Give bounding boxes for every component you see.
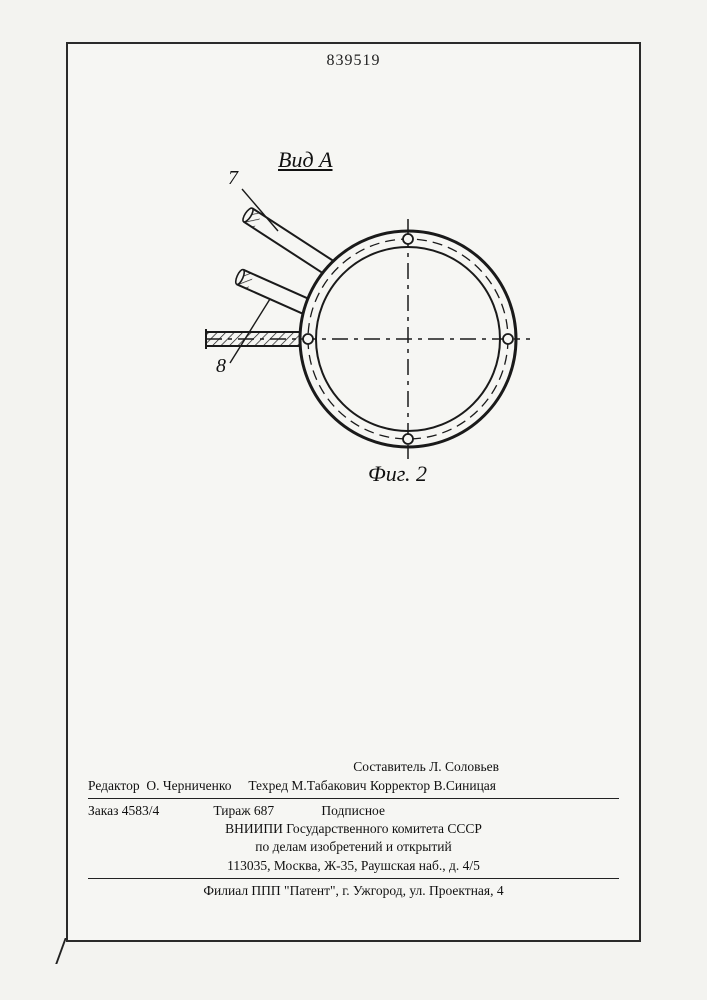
bolt-left xyxy=(303,334,313,344)
bar-left xyxy=(206,329,300,349)
credits-line: Редактор О. Черниченко Техред М.Табакови… xyxy=(88,777,619,795)
page-frame: 839519 Вид А 7 8 xyxy=(66,42,641,942)
bolt-right xyxy=(503,334,513,344)
addr-line: 113035, Москва, Ж-35, Раушская наб., д. … xyxy=(88,857,619,875)
editor: Редактор О. Черниченко xyxy=(88,778,231,793)
figure-2-diagram: Вид А 7 8 xyxy=(178,159,538,499)
compiler-line: Составитель Л. Соловьев xyxy=(88,758,619,776)
order: Заказ 4583/4 xyxy=(88,803,159,818)
rule-2 xyxy=(88,878,619,879)
org-line-2: по делам изобретений и открытий xyxy=(88,838,619,856)
subscr: Подписное xyxy=(321,803,385,818)
corner-tick xyxy=(55,938,74,964)
bolt-top xyxy=(403,234,413,244)
figure-label: Фиг. 2 xyxy=(368,461,427,487)
branch-line: Филиал ППП "Патент", г. Ужгород, ул. Про… xyxy=(88,882,619,900)
tube-7 xyxy=(241,207,336,277)
callout-7: 7 xyxy=(228,167,238,190)
techred: Техред М.Табакович xyxy=(248,778,366,793)
circulation: Тираж 687 xyxy=(213,803,274,818)
bolt-bottom xyxy=(403,434,413,444)
view-label: Вид А xyxy=(278,147,333,173)
rule-1 xyxy=(88,798,619,799)
footer-block: Составитель Л. Соловьев Редактор О. Черн… xyxy=(88,758,619,900)
diagram-svg xyxy=(178,159,538,499)
callout-8: 8 xyxy=(216,355,226,378)
org-line-1: ВНИИПИ Государственного комитета СССР xyxy=(88,820,619,838)
document-number: 839519 xyxy=(327,52,381,70)
corrector: Корректор В.Синицая xyxy=(370,778,496,793)
order-line: Заказ 4583/4 Тираж 687 Подписное xyxy=(88,802,619,820)
